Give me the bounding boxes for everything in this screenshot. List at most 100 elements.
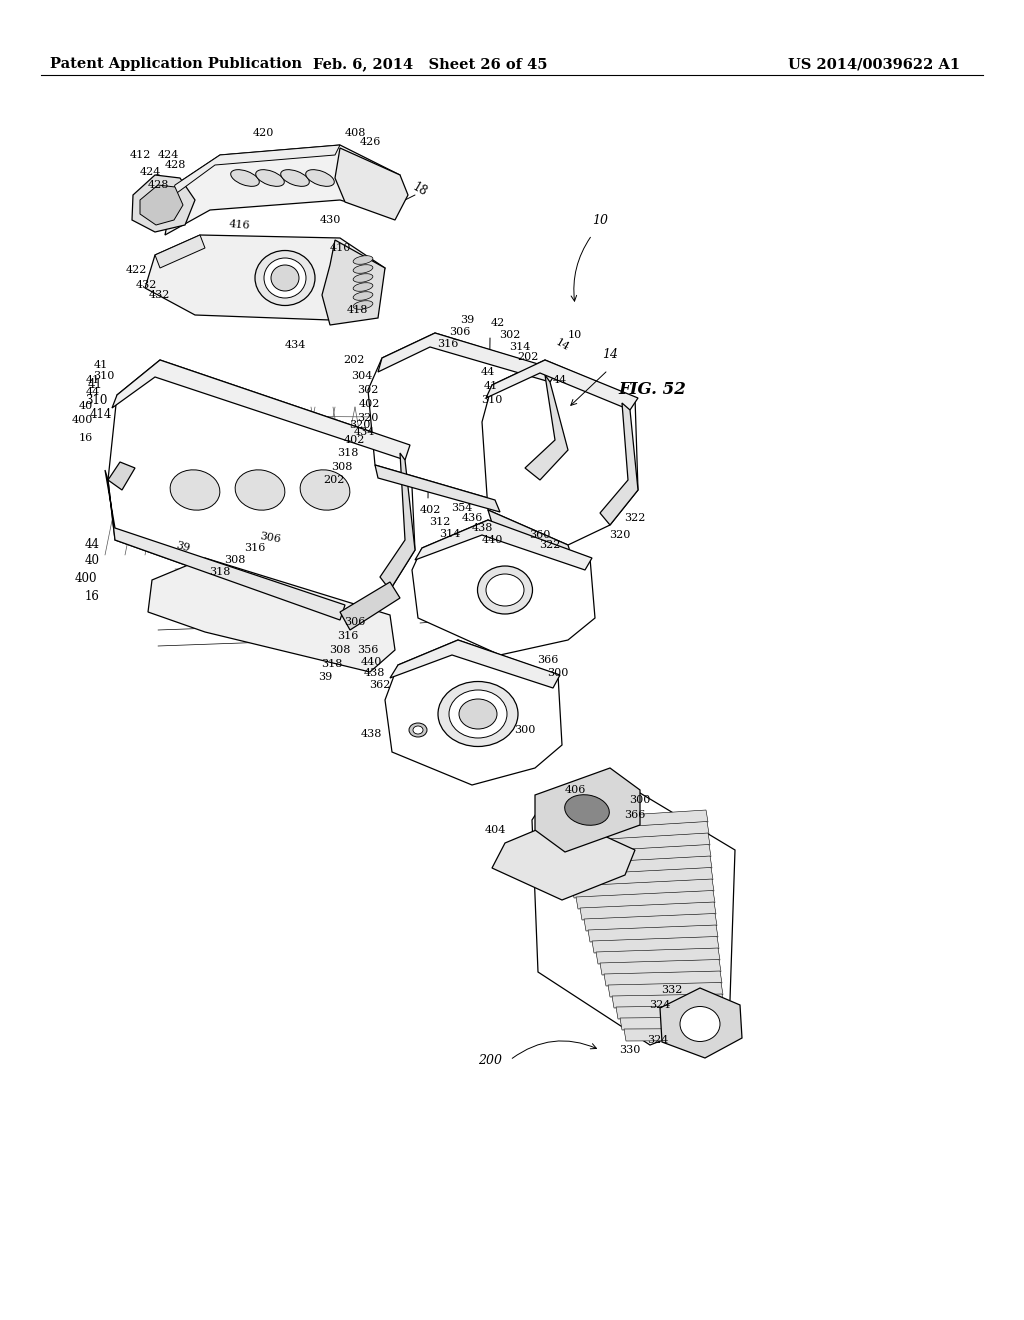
Ellipse shape bbox=[353, 265, 373, 273]
Polygon shape bbox=[604, 972, 722, 986]
Polygon shape bbox=[108, 360, 415, 620]
Text: Feb. 6, 2014   Sheet 26 of 45: Feb. 6, 2014 Sheet 26 of 45 bbox=[312, 57, 547, 71]
Polygon shape bbox=[390, 640, 560, 688]
Text: 402: 402 bbox=[344, 436, 365, 445]
Polygon shape bbox=[165, 145, 400, 235]
Polygon shape bbox=[112, 360, 410, 459]
Text: 308: 308 bbox=[224, 554, 246, 565]
Ellipse shape bbox=[459, 700, 497, 729]
Text: 408: 408 bbox=[344, 128, 366, 139]
Polygon shape bbox=[378, 333, 558, 381]
Text: 44: 44 bbox=[85, 539, 100, 552]
Text: 426: 426 bbox=[359, 137, 381, 147]
Ellipse shape bbox=[477, 566, 532, 614]
Ellipse shape bbox=[230, 170, 259, 186]
Polygon shape bbox=[624, 1028, 727, 1041]
Text: 16: 16 bbox=[79, 433, 93, 444]
Text: 332: 332 bbox=[662, 985, 683, 995]
Ellipse shape bbox=[409, 723, 427, 737]
Ellipse shape bbox=[255, 251, 315, 305]
Text: 302: 302 bbox=[500, 330, 520, 341]
Text: 434: 434 bbox=[285, 341, 306, 350]
Polygon shape bbox=[412, 520, 595, 655]
Text: 432: 432 bbox=[135, 280, 157, 290]
Text: 310: 310 bbox=[480, 395, 502, 405]
Ellipse shape bbox=[353, 292, 373, 301]
Text: 314: 314 bbox=[509, 342, 530, 352]
Text: 312: 312 bbox=[429, 517, 451, 527]
Text: 316: 316 bbox=[437, 339, 459, 348]
Text: 41: 41 bbox=[94, 360, 108, 370]
Text: 42: 42 bbox=[490, 318, 505, 327]
Text: 40: 40 bbox=[85, 553, 100, 566]
Text: 318: 318 bbox=[322, 659, 343, 669]
Text: 424: 424 bbox=[139, 168, 161, 177]
Ellipse shape bbox=[413, 726, 423, 734]
Text: 320: 320 bbox=[609, 531, 631, 540]
Text: 438: 438 bbox=[471, 523, 493, 533]
Text: 400: 400 bbox=[72, 414, 93, 425]
Text: 306: 306 bbox=[344, 616, 366, 627]
Text: 440: 440 bbox=[481, 535, 503, 545]
Text: 428: 428 bbox=[164, 160, 185, 170]
Ellipse shape bbox=[438, 681, 518, 747]
Polygon shape bbox=[170, 145, 340, 198]
Polygon shape bbox=[155, 235, 205, 268]
Ellipse shape bbox=[236, 470, 285, 510]
Polygon shape bbox=[525, 375, 568, 480]
Ellipse shape bbox=[256, 170, 285, 186]
Text: 310: 310 bbox=[86, 393, 108, 407]
Ellipse shape bbox=[680, 1006, 720, 1041]
Text: 44: 44 bbox=[553, 375, 567, 385]
Text: 41: 41 bbox=[483, 381, 498, 391]
Text: 440: 440 bbox=[360, 657, 382, 667]
Polygon shape bbox=[105, 470, 345, 620]
Ellipse shape bbox=[300, 470, 350, 510]
Ellipse shape bbox=[353, 256, 373, 264]
Text: 360: 360 bbox=[529, 531, 551, 540]
Text: 436: 436 bbox=[462, 513, 482, 523]
Text: 320: 320 bbox=[356, 413, 378, 422]
Text: 438: 438 bbox=[364, 668, 385, 678]
Ellipse shape bbox=[306, 170, 334, 186]
Ellipse shape bbox=[353, 301, 373, 309]
Text: 202: 202 bbox=[344, 355, 365, 366]
Polygon shape bbox=[580, 902, 716, 920]
Text: 430: 430 bbox=[319, 215, 341, 224]
Text: 432: 432 bbox=[148, 290, 170, 300]
Polygon shape bbox=[612, 994, 724, 1008]
Text: 300: 300 bbox=[630, 795, 650, 805]
Text: 410: 410 bbox=[330, 243, 350, 253]
Text: 18: 18 bbox=[411, 181, 430, 199]
Text: 400: 400 bbox=[75, 572, 97, 585]
Text: 200: 200 bbox=[478, 1053, 502, 1067]
Text: 314: 314 bbox=[439, 529, 461, 539]
Polygon shape bbox=[140, 185, 183, 224]
Polygon shape bbox=[488, 510, 572, 558]
Text: 324: 324 bbox=[647, 1035, 669, 1045]
Polygon shape bbox=[588, 925, 718, 942]
Polygon shape bbox=[385, 640, 562, 785]
Ellipse shape bbox=[353, 273, 373, 282]
Text: 428: 428 bbox=[147, 180, 169, 190]
Polygon shape bbox=[584, 913, 717, 931]
Text: 39: 39 bbox=[317, 672, 332, 682]
Polygon shape bbox=[380, 453, 415, 590]
Polygon shape bbox=[600, 403, 638, 525]
Polygon shape bbox=[335, 148, 408, 220]
Text: 41: 41 bbox=[88, 379, 103, 392]
Text: 300: 300 bbox=[514, 725, 536, 735]
Polygon shape bbox=[108, 462, 135, 490]
Text: FIG. 52: FIG. 52 bbox=[618, 381, 686, 399]
Text: 322: 322 bbox=[625, 513, 646, 523]
Text: 10: 10 bbox=[568, 330, 582, 341]
Text: 39: 39 bbox=[460, 315, 474, 325]
Text: 356: 356 bbox=[356, 645, 378, 655]
Text: 362: 362 bbox=[369, 680, 390, 690]
Text: 318: 318 bbox=[337, 447, 358, 458]
Text: 306: 306 bbox=[450, 327, 471, 337]
Text: 310: 310 bbox=[93, 371, 115, 381]
Polygon shape bbox=[132, 176, 195, 232]
Text: 16: 16 bbox=[85, 590, 100, 603]
Text: 14: 14 bbox=[602, 348, 618, 362]
